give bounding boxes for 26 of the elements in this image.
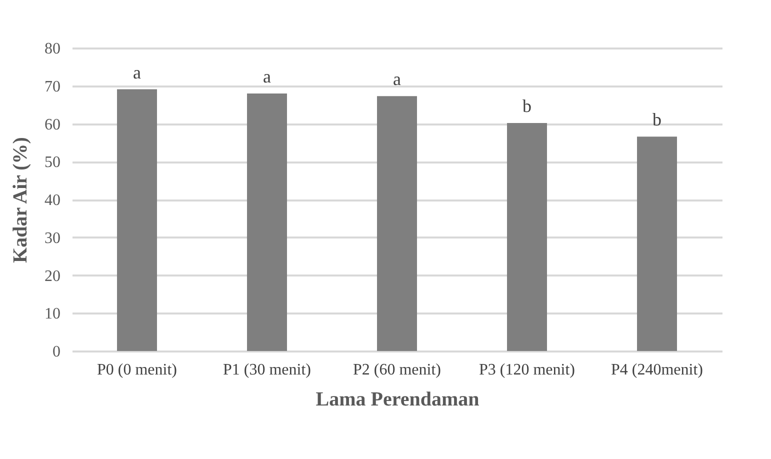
y-tick-label: 30 xyxy=(44,230,60,247)
x-tick-label: P0 (0 menit) xyxy=(97,362,177,378)
data-label: a xyxy=(133,62,141,82)
y-tick-label: 20 xyxy=(44,268,60,285)
bar xyxy=(117,89,157,351)
x-tick-label: P4 (240menit) xyxy=(611,362,703,378)
y-tick-label: 80 xyxy=(44,40,60,58)
y-tick-label: 60 xyxy=(44,116,60,134)
y-tick-label: 0 xyxy=(52,344,60,360)
data-label: a xyxy=(263,66,271,86)
x-tick-label: P1 (30 menit) xyxy=(223,362,311,378)
bar xyxy=(507,122,547,351)
x-tick-label: P2 (60 menit) xyxy=(353,362,441,378)
y-axis-title: Kadar Air (%) xyxy=(10,137,32,263)
y-tick-label: 40 xyxy=(44,192,60,209)
data-label: b xyxy=(652,110,662,130)
y-tick-label: 50 xyxy=(44,154,60,172)
y-tick-label: 70 xyxy=(44,78,60,96)
bar xyxy=(637,136,677,351)
x-tick-label: P3 (120 menit) xyxy=(479,362,575,378)
x-axis-title: Lama Perendaman xyxy=(316,388,480,410)
data-label: b xyxy=(522,96,532,116)
y-tick-label: 10 xyxy=(44,306,60,323)
bar xyxy=(247,93,287,351)
data-label: a xyxy=(393,69,401,90)
bar xyxy=(377,96,417,351)
